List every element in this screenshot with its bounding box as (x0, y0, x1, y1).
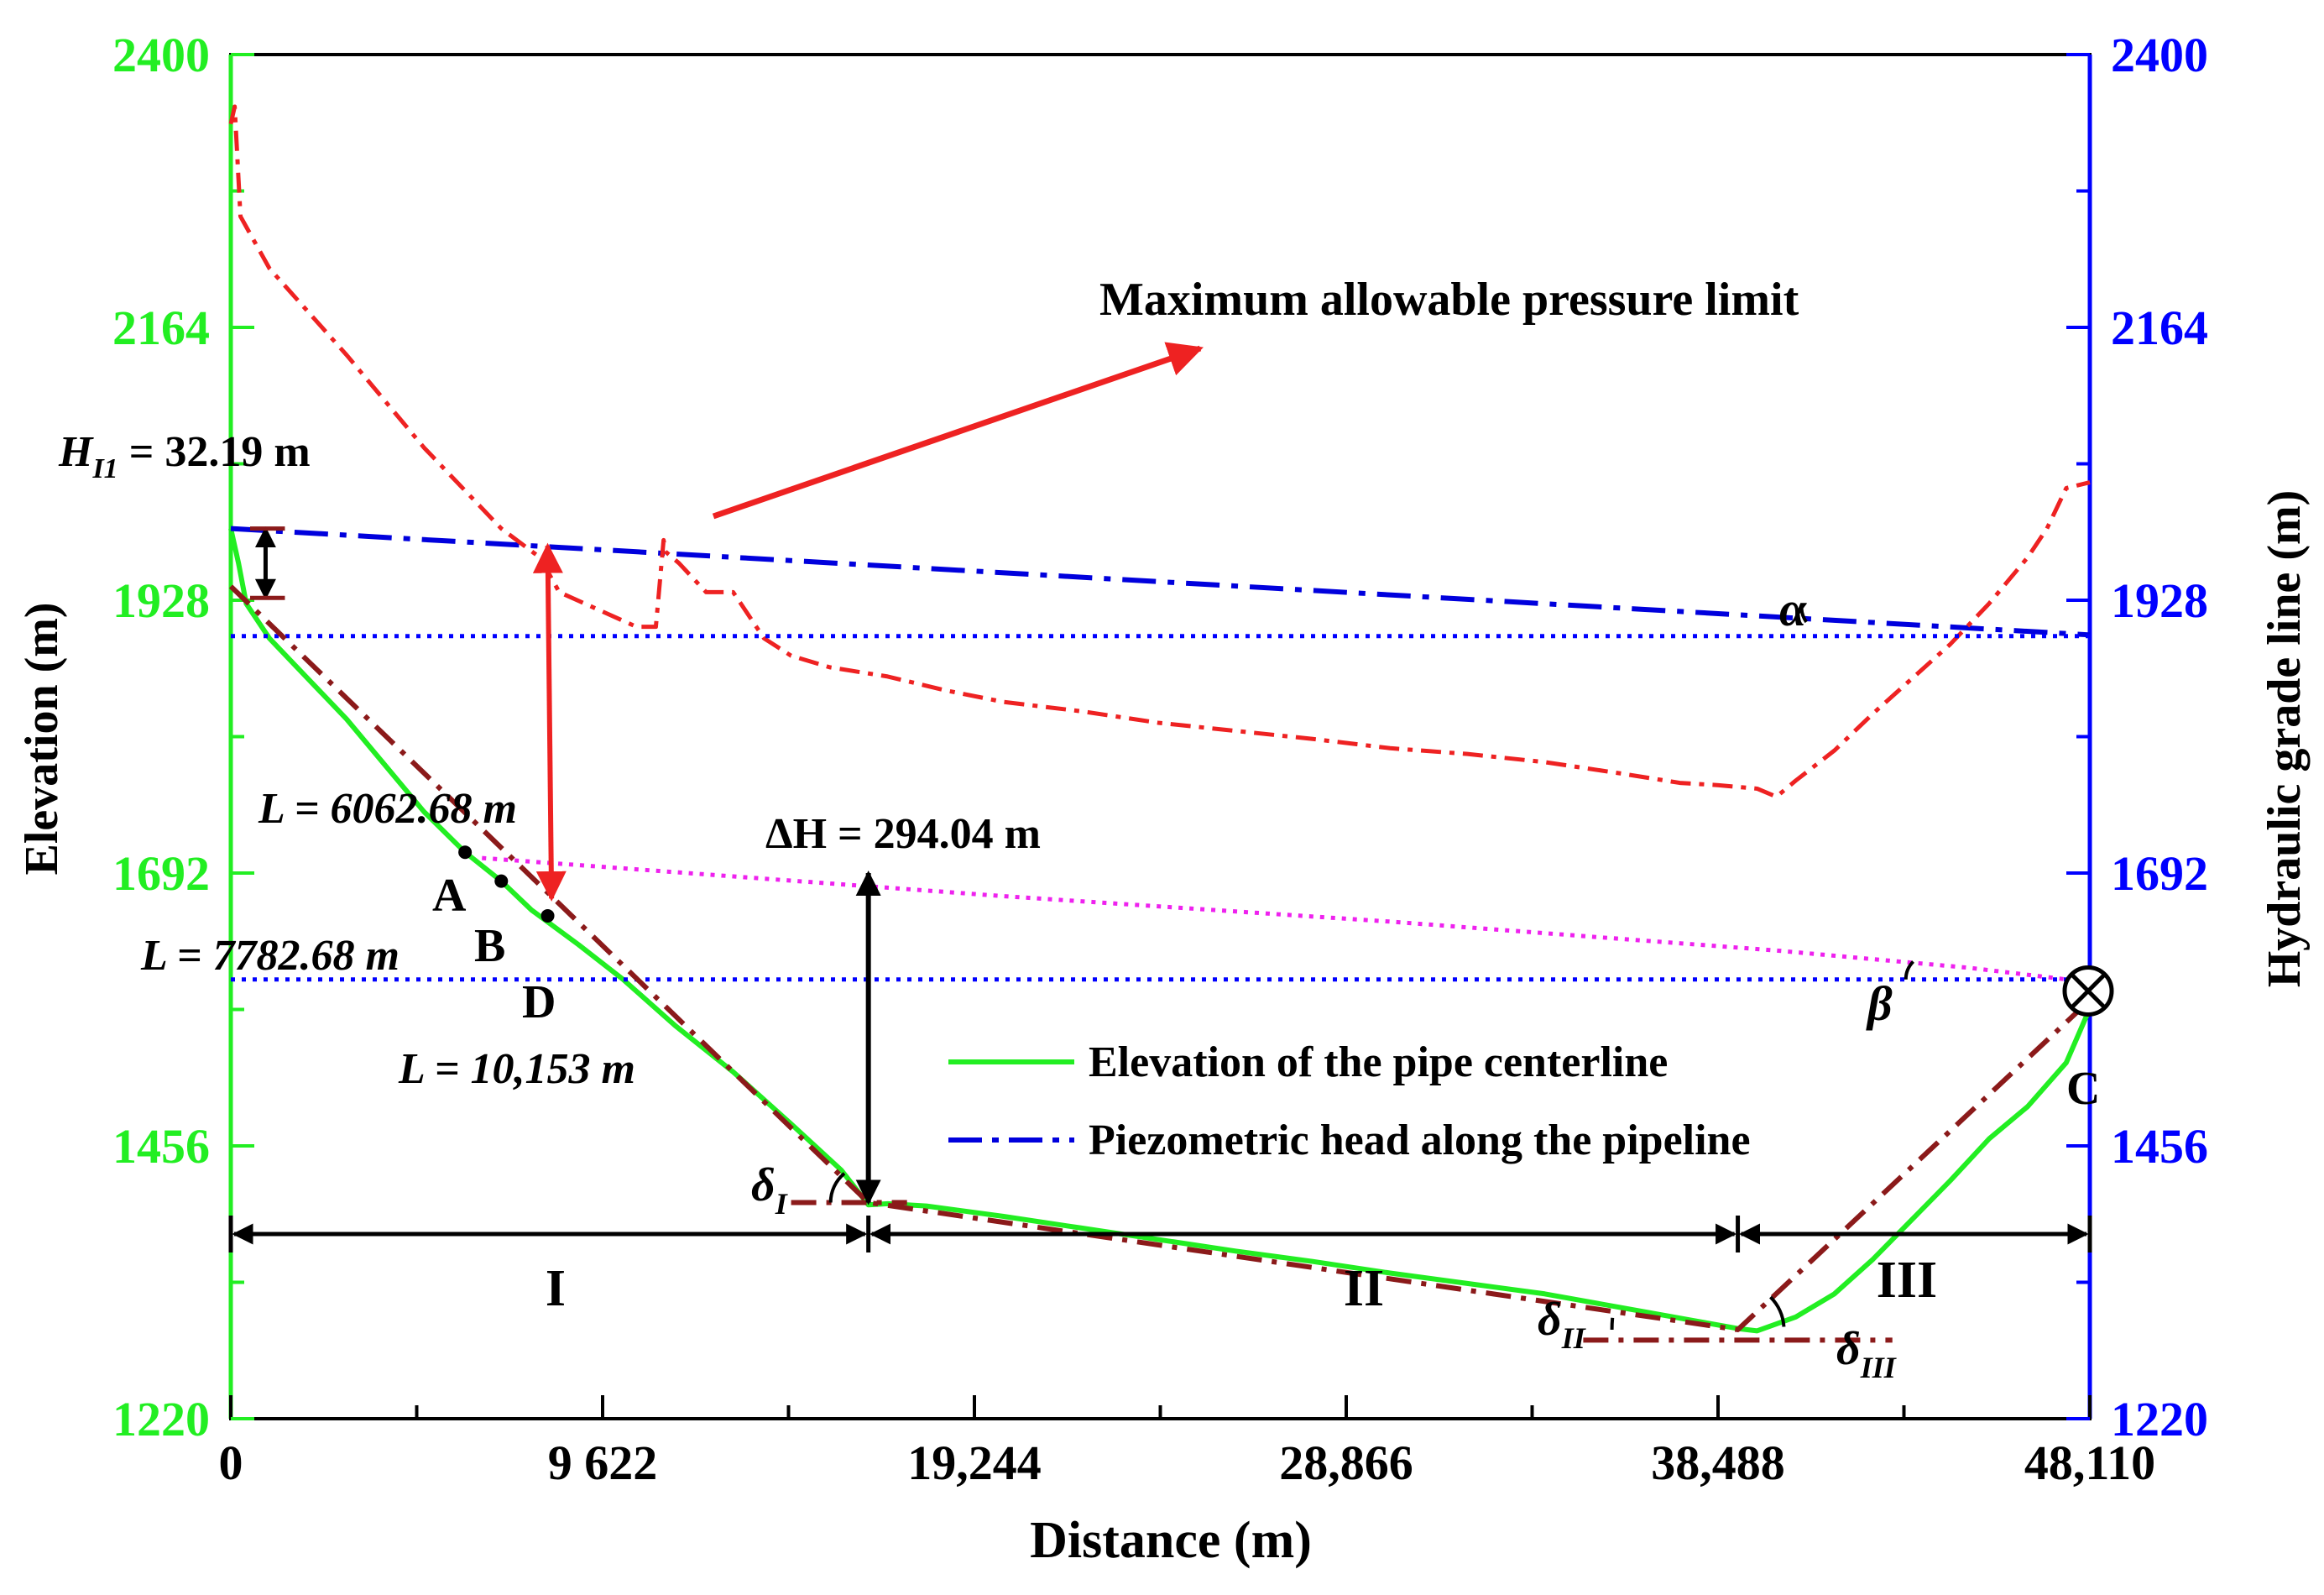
legend-label-pipe: Elevation of the pipe centerline (1089, 1038, 1668, 1086)
x-tick-label: 28,866 (1279, 1436, 1413, 1490)
series-line-3 (482, 855, 2067, 982)
y-tick-label-right: 1456 (2111, 1119, 2208, 1174)
series-line-2 (228, 104, 2091, 799)
x-tick-label: 0 (219, 1436, 243, 1490)
series-line-0 (228, 527, 2092, 1334)
angle-arc-beta (1904, 960, 1915, 980)
y-tick-label-right: 2400 (2111, 28, 2208, 82)
y-tick-label-left: 1692 (112, 846, 210, 901)
l-10153-label: L = 10,153 m (398, 1045, 635, 1093)
max-pressure-label: Maximum allowable pressure limit (1099, 274, 1799, 326)
h-i1-label: HI1 = 32.19 m (58, 428, 311, 484)
pressure-drop-arrow (532, 542, 567, 902)
y-tick-label-left: 2400 (112, 28, 210, 82)
l-7782-label: L = 7782.68 m (140, 932, 400, 980)
y-tick-label-left: 2164 (112, 301, 210, 355)
y-axis-title-left: Elevation (m) (16, 602, 68, 875)
angle-arc-iii (1769, 1295, 1786, 1327)
y-tick-label-right: 2164 (2111, 301, 2208, 355)
point-label-c: C (2066, 1063, 2100, 1115)
alpha-label: α (1779, 582, 1807, 636)
x-tick-label: 48,110 (2024, 1436, 2155, 1490)
point-marker-b (494, 874, 509, 888)
l-6062-label: L = 6062.68 m (258, 785, 517, 833)
y-axis-title-right: Hydraulic grade line (m) (2259, 490, 2311, 988)
point-label-d: D (522, 976, 556, 1028)
point-marker-a (458, 845, 473, 860)
delta-i-label: δI (751, 1159, 789, 1221)
plot-frame (229, 53, 2092, 1420)
y-tick-label-right: 1692 (2111, 846, 2208, 901)
point-marker-d (541, 908, 555, 923)
angle-arc-i (828, 1172, 846, 1203)
series-layer (228, 104, 2092, 1343)
angle-arc-ii (1610, 1317, 1615, 1330)
axis-ticks (229, 53, 2092, 1420)
y-tick-label-left: 1220 (112, 1392, 210, 1446)
beta-label: β (1866, 976, 1893, 1031)
y-tick-label-left: 1928 (112, 573, 210, 628)
delta-ii-label: δII (1538, 1294, 1587, 1355)
angle-arc-alpha (1799, 608, 1808, 624)
point-marks (458, 608, 2114, 1330)
x-tick-label: 9 622 (548, 1436, 658, 1490)
section-label-ii: II (1344, 1260, 1384, 1317)
legend-label-piezo: Piezometric head along the pipeline (1089, 1116, 1751, 1164)
legend: Elevation of the pipe centerline Piezome… (948, 1038, 1751, 1164)
x-axis-title: Distance (m) (1030, 1512, 1312, 1569)
point-label-b: B (474, 920, 505, 972)
point-label-a: A (432, 870, 467, 922)
max-pressure-arrow (712, 342, 1204, 520)
section-label-i: I (546, 1260, 566, 1317)
series-line-1 (230, 526, 2091, 638)
section-label-iii: III (1877, 1252, 1937, 1309)
y-tick-label-right: 1928 (2111, 573, 2208, 628)
x-tick-label: 38,488 (1651, 1436, 1785, 1490)
x-tick-label: 19,244 (907, 1436, 1042, 1490)
series-line-6 (228, 584, 2092, 1332)
delta-h-label: ΔH = 294.04 m (765, 810, 1041, 858)
y-tick-label-left: 1456 (112, 1119, 210, 1174)
delta-iii-label: δIII (1836, 1323, 1898, 1384)
point-marker-c-cross (2070, 972, 2107, 1010)
y-tick-label-right: 1220 (2111, 1392, 2208, 1446)
